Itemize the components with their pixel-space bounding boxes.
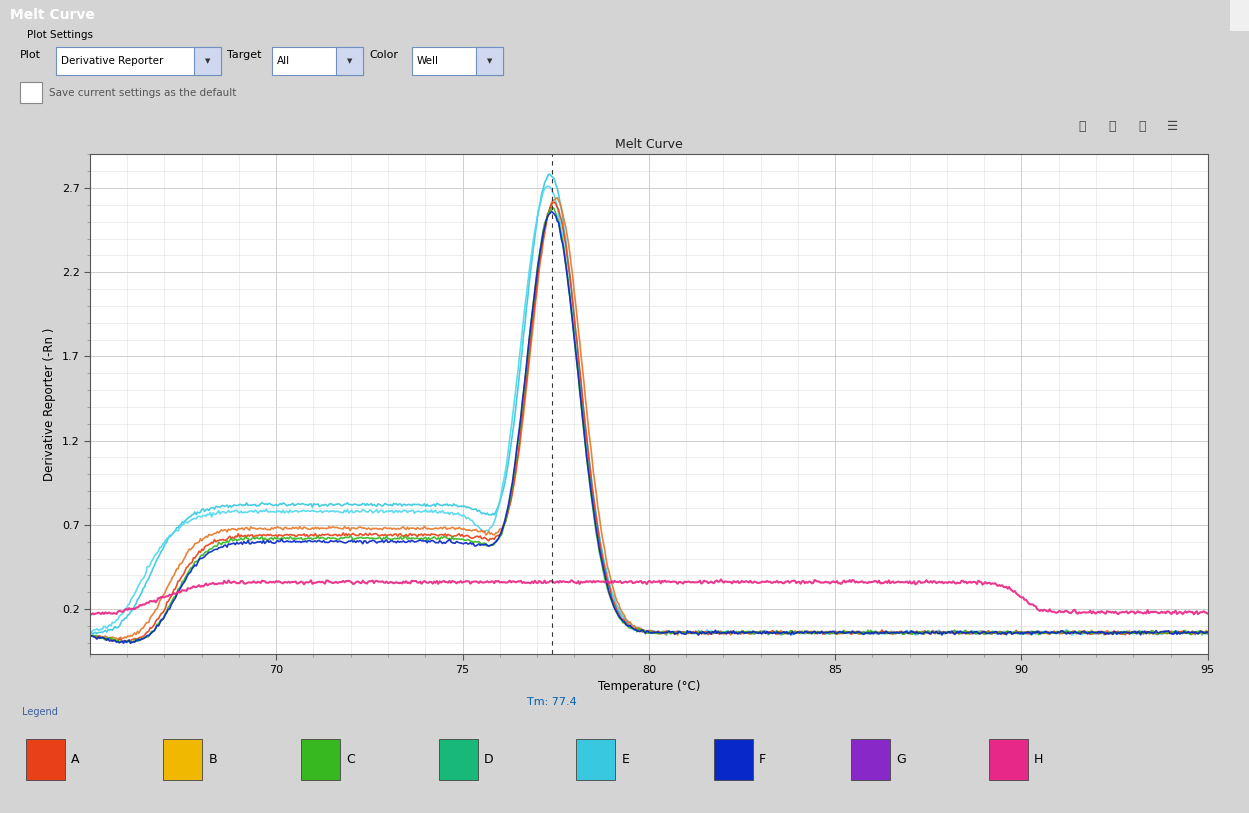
Text: Save current settings as the default: Save current settings as the default [49,88,236,98]
Text: ☰: ☰ [1168,120,1179,133]
Text: Plot Settings: Plot Settings [27,30,94,40]
Bar [476,47,503,75]
Text: Plot: Plot [20,50,41,59]
Bar [56,47,221,75]
Text: 📈: 📈 [1139,120,1147,133]
Text: G: G [897,753,907,766]
Text: H: H [1034,753,1043,766]
Bar [852,739,891,780]
Text: Well: Well [417,56,438,66]
Text: ▼: ▼ [487,59,492,64]
Text: ▼: ▼ [205,59,210,64]
Text: 💾: 💾 [1108,120,1115,133]
Text: Color: Color [370,50,398,59]
Bar [438,739,477,780]
Text: Tm: 77.4: Tm: 77.4 [527,697,577,707]
Bar [714,739,753,780]
Y-axis label: Derivative Reporter (-Rn ): Derivative Reporter (-Rn ) [42,328,56,481]
Text: Legend: Legend [22,706,57,716]
Bar [989,739,1028,780]
Text: 🖨: 🖨 [1078,120,1085,133]
Bar [26,739,65,780]
Text: ▼: ▼ [347,59,352,64]
Text: F: F [759,753,766,766]
Bar [576,739,616,780]
Text: B: B [209,753,217,766]
Bar [412,47,503,75]
Text: C: C [346,753,355,766]
Text: All: All [277,56,290,66]
Title: Melt Curve: Melt Curve [615,137,683,150]
Bar [194,47,221,75]
Text: E: E [621,753,629,766]
Text: Melt Curve: Melt Curve [10,8,95,23]
Bar [336,47,363,75]
X-axis label: Temperature (°C): Temperature (°C) [598,680,699,693]
Bar [1230,0,1249,31]
Text: D: D [483,753,493,766]
Text: A: A [71,753,80,766]
Text: Target: Target [227,50,261,59]
Bar [164,739,202,780]
Text: Derivative Reporter: Derivative Reporter [61,56,164,66]
Bar [20,82,41,103]
Bar [272,47,363,75]
Bar [301,739,340,780]
